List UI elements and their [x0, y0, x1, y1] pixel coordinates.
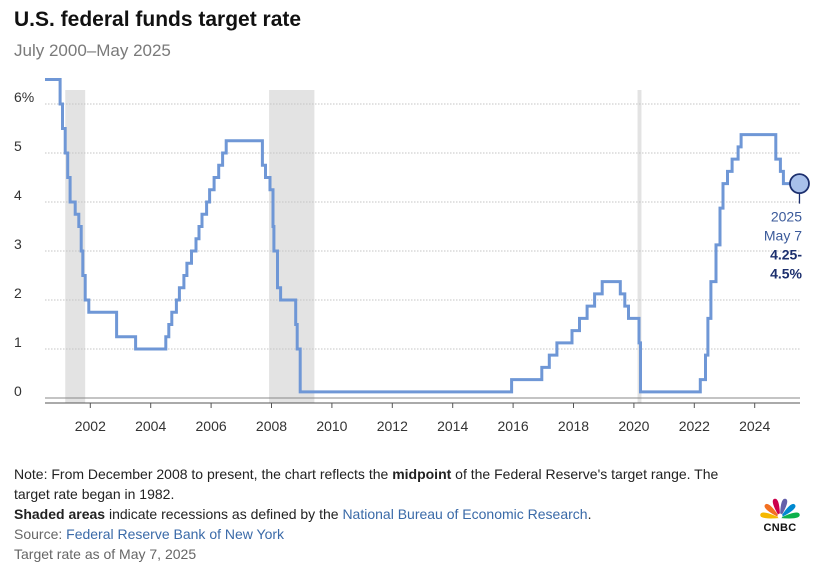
annotation-year: 2025	[771, 209, 802, 225]
nber-link[interactable]: National Bureau of Economic Research	[342, 506, 588, 522]
x-tick-label-2008: 2008	[256, 418, 287, 434]
x-tick-label-2002: 2002	[75, 418, 106, 434]
y-tick-label-0: 0	[14, 383, 22, 399]
x-tick-label-2010: 2010	[316, 418, 347, 434]
annotation-value-2: 4.5%	[770, 266, 802, 282]
note-bold-midpoint: midpoint	[392, 466, 452, 482]
series-line-0	[45, 78, 796, 394]
x-axis-ticks: 2002 2004 2006 2008 2010 2012 2014 2016 2018 2020…	[45, 402, 800, 434]
note-text: Note: From December 2008 to present, the…	[14, 466, 393, 482]
peacock-body	[777, 513, 783, 519]
recession-band-2	[637, 90, 642, 403]
x-tick-label-2018: 2018	[558, 418, 589, 434]
recession-shading	[65, 90, 642, 403]
line-chart: 0 1 2 3 4 5 6% 2002 2004 2006 2008 2010 2012 2014 201…	[14, 78, 810, 434]
x-tick-label-2016: 2016	[498, 418, 529, 434]
latest-value-marker	[789, 173, 810, 195]
latest-value-annotation: 2025 May 7 4.25- 4.5%	[764, 209, 803, 282]
y-tick-label-6: 6%	[14, 89, 34, 105]
note-bold-shaded: Shaded areas	[14, 506, 106, 522]
peacock-feather-5	[780, 512, 800, 519]
chart-title: U.S. federal funds target rate	[14, 8, 302, 31]
y-tick-label-5: 5	[14, 138, 22, 154]
chart-notes: Note: From December 2008 to present, the…	[14, 464, 734, 564]
note-shaded-text: indicate recessions as defined by the	[105, 506, 343, 522]
annotation-date: May 7	[764, 228, 802, 244]
source-link[interactable]: Federal Reserve Bank of New York	[66, 526, 285, 542]
cnbc-logo: CNBC	[758, 494, 802, 534]
recession-band-0	[65, 90, 86, 403]
x-tick-label-2022: 2022	[679, 418, 710, 434]
recession-band-1	[269, 90, 315, 403]
note-midpoint: Note: From December 2008 to present, the…	[14, 464, 734, 504]
peacock-icon	[760, 498, 800, 519]
series-line-group	[45, 78, 796, 394]
x-tick-label-2014: 2014	[437, 418, 468, 434]
y-tick-label-2: 2	[14, 285, 22, 301]
y-tick-label-4: 4	[14, 187, 22, 203]
y-tick-label-1: 1	[14, 334, 22, 350]
peacock-feather-4	[780, 503, 796, 518]
y-tick-label-3: 3	[14, 236, 22, 252]
peacock-feather-0	[760, 512, 780, 519]
as-of-line: Target rate as of May 7, 2025	[14, 546, 197, 562]
note-shaded-areas: Shaded areas indicate recessions as defi…	[14, 504, 734, 524]
x-tick-label-2020: 2020	[618, 418, 649, 434]
gridlines	[45, 103, 800, 399]
x-tick-label-2012: 2012	[377, 418, 408, 434]
chart-subtitle: July 2000–May 2025	[14, 41, 171, 60]
source-line: Source: Federal Reserve Bank of New York	[14, 524, 734, 544]
peacock-feather-1	[764, 503, 780, 518]
latest-value-marker-group	[789, 173, 810, 204]
source-label: Source:	[14, 526, 67, 542]
y-axis-ticks: 0 1 2 3 4 5 6%	[14, 89, 34, 399]
x-tick-label-2004: 2004	[135, 418, 166, 434]
x-tick-label-2006: 2006	[196, 418, 227, 434]
note-period: .	[587, 506, 592, 522]
cnbc-logo-text: CNBC	[763, 522, 797, 534]
annotation-value-1: 4.25-	[770, 247, 802, 263]
peacock-feather-2	[772, 498, 780, 518]
note-text-end: of the Federal Reserve's target range. T…	[14, 466, 719, 502]
peacock-feather-3	[780, 498, 788, 518]
x-tick-label-2024: 2024	[739, 418, 770, 434]
